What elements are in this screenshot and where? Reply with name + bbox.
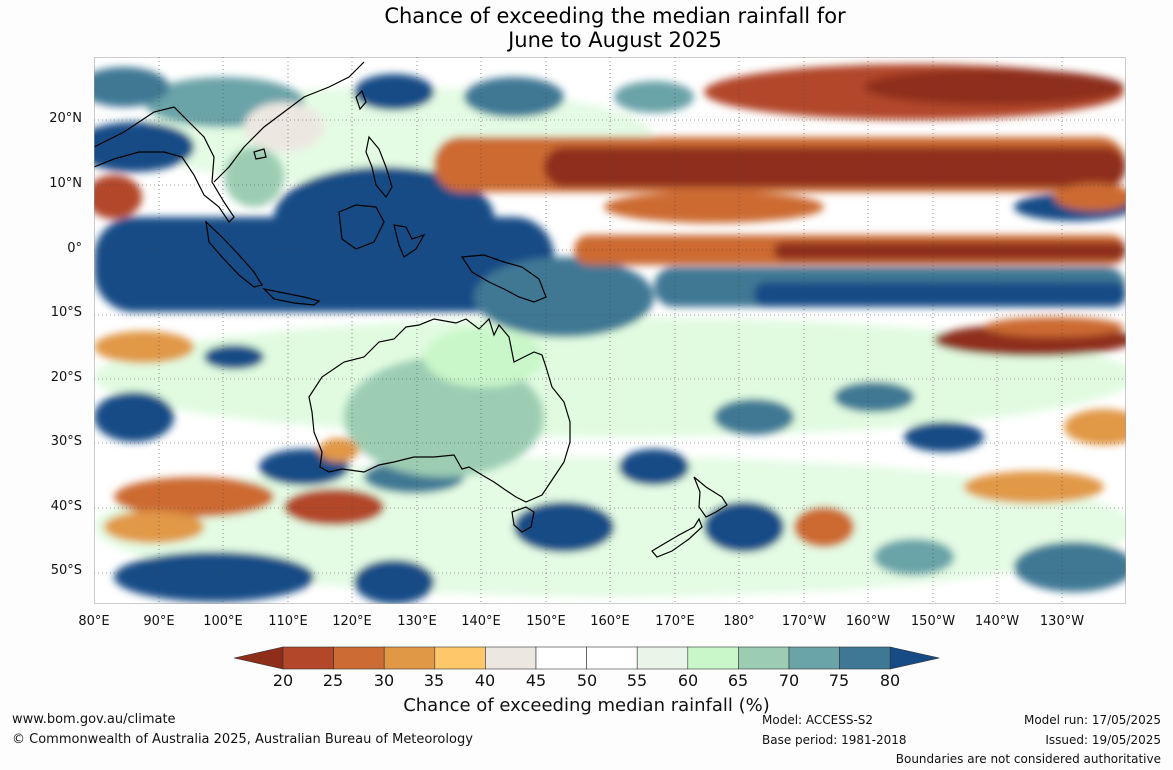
colorbar-cell-11 (788, 646, 840, 670)
copyright-text: © Commonwealth of Australia 2025, Austra… (12, 732, 473, 747)
website-link[interactable]: www.bom.gov.au/climate (12, 712, 176, 727)
colorbar-label: Chance of exceeding median rainfall (%) (403, 695, 770, 716)
sulawesi-coastline (393, 224, 426, 258)
colorbar-tick-40: 40 (474, 671, 496, 690)
colorbar-tick-75: 75 (828, 671, 850, 690)
colorbar-tick-30: 30 (373, 671, 395, 690)
map-title-line2: June to August 2025 (508, 28, 722, 52)
new-zealand-south-coastline (651, 517, 703, 558)
colorbar (234, 646, 940, 670)
colorbar-tick-35: 35 (423, 671, 445, 690)
lon-label-140w: 140°W (974, 614, 1020, 629)
colorbar-below-20-arrow (234, 646, 284, 670)
lat-label-40s: 40°S (50, 499, 82, 514)
colorbar-cell-10 (738, 646, 790, 670)
lat-label-20s: 20°S (50, 370, 82, 385)
colorbar-cell-5 (485, 646, 537, 670)
colorbar-tick-25: 25 (322, 671, 344, 690)
lat-label-10n: 10°N (49, 176, 82, 191)
lon-label-90e: 90°E (143, 614, 175, 629)
map-border (94, 57, 1126, 604)
disclaimer-text: Boundaries are not considered authoritat… (895, 752, 1161, 766)
lon-label-110e: 110°E (268, 614, 308, 629)
map-title: Chance of exceeding the median rainfall … (0, 4, 1173, 52)
colorbar-cell-2 (333, 646, 385, 670)
lon-label-170w: 170°W (781, 614, 827, 629)
colorbar-cell-12 (839, 646, 891, 670)
lon-label-160w: 160°W (845, 614, 891, 629)
lat-label-0: 0° (67, 241, 82, 256)
rainfall-probability-map (94, 57, 1126, 604)
colorbar-tick-50: 50 (576, 671, 598, 690)
colorbar-tick-70: 70 (778, 671, 800, 690)
colorbar-tick-60: 60 (677, 671, 699, 690)
colorbar-cell-6 (535, 646, 587, 670)
colorbar-tick-80: 80 (879, 671, 901, 690)
graticule (94, 57, 1126, 604)
base-period-text: Base period: 1981-2018 (762, 733, 907, 747)
lat-label-50s: 50°S (50, 563, 82, 578)
lon-label-130e: 130°E (397, 614, 437, 629)
colorbar-tick-65: 65 (727, 671, 749, 690)
new-zealand-north-coastline (693, 476, 728, 518)
new-guinea-coastline (460, 254, 547, 303)
sumatra-coastline (205, 220, 263, 288)
colorbar-tick-55: 55 (626, 671, 648, 690)
hainan-taiwan-coastline (253, 89, 367, 160)
colorbar-cell-8 (636, 646, 689, 670)
tasmania-coastline (511, 506, 535, 533)
lat-label-10s: 10°S (50, 305, 82, 320)
lon-label-170e: 170°E (655, 614, 695, 629)
lon-label-140e: 140°E (461, 614, 501, 629)
colorbar-above-80-arrow (889, 646, 940, 670)
lat-label-20n: 20°N (49, 111, 82, 126)
colorbar-cell-3 (383, 646, 436, 670)
java-coastline (262, 288, 321, 306)
model-run-text: Model run: 17/05/2025 (1023, 713, 1161, 727)
lon-label-160e: 160°E (590, 614, 630, 629)
lon-label-80e: 80°E (78, 614, 110, 629)
lon-label-120e: 120°E (332, 614, 372, 629)
map-canvas (94, 57, 1126, 604)
colorbar-tick-20: 20 (272, 671, 294, 690)
lon-label-130w: 130°W (1039, 614, 1085, 629)
model-text: Model: ACCESS-S2 (762, 713, 874, 727)
lon-label-100e: 100°E (203, 614, 243, 629)
coastlines (94, 61, 728, 558)
issued-text: Issued: 19/05/2025 (1045, 733, 1161, 747)
colorbar-cell-4 (434, 646, 486, 670)
colorbar-tick-45: 45 (525, 671, 547, 690)
lon-label-150e: 150°E (526, 614, 566, 629)
colorbar-cell-1 (282, 646, 334, 670)
borneo-coastline (338, 204, 385, 250)
philippines-coastline (365, 135, 393, 199)
lon-label-150w: 150°W (910, 614, 956, 629)
asia-mainland-coastline (94, 61, 365, 223)
lat-label-30s: 30°S (50, 434, 82, 449)
map-title-line1: Chance of exceeding the median rainfall … (384, 4, 846, 28)
colorbar-cell-7 (586, 646, 638, 670)
australia-coastline (308, 317, 571, 503)
lon-label-180: 180° (723, 614, 755, 629)
colorbar-cell-9 (687, 646, 739, 670)
